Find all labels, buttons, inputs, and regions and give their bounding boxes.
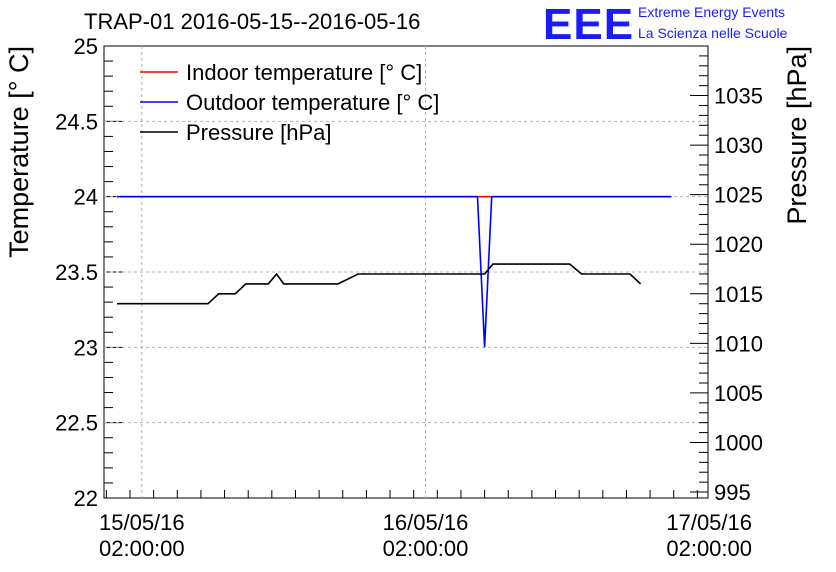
y-left-tick-label: 24.5 — [55, 109, 98, 134]
y-left-tick-label: 22.5 — [55, 411, 98, 436]
y-right-tick-label: 1015 — [714, 282, 763, 307]
y-right-tick-label: 1020 — [714, 232, 763, 257]
logo-line-1: Extreme Energy Events — [638, 4, 786, 20]
x-tick-label-date: 17/05/16 — [666, 510, 752, 535]
x-tick-label-time: 02:00:00 — [99, 536, 185, 561]
y-left-tick-label: 24 — [74, 185, 98, 210]
y-right-tick-label: 1025 — [714, 183, 763, 208]
legend-label-1: Outdoor temperature [° C] — [186, 90, 439, 115]
y-right-axis-label: Pressure [hPa] — [782, 46, 812, 225]
y-left-tick-label: 23 — [74, 335, 98, 360]
logo-line-2: La Scienza nelle Scuole — [638, 25, 788, 41]
y-left-axis-label: Temperature [° C] — [4, 46, 34, 258]
y-left-tick-label: 25 — [74, 34, 98, 59]
chart-title: TRAP-01 2016-05-15--2016-05-16 — [84, 9, 421, 34]
legend-label-2: Pressure [hPa] — [186, 120, 332, 145]
y-right-tick-label: 1010 — [714, 331, 763, 356]
y-right-tick-label: 1030 — [714, 133, 763, 158]
y-right-tick-label: 1005 — [714, 381, 763, 406]
y-right-tick-label: 1000 — [714, 430, 763, 455]
y-left-tick-label: 22 — [74, 486, 98, 511]
x-tick-label-time: 02:00:00 — [666, 536, 752, 561]
x-tick-label-date: 16/05/16 — [383, 510, 469, 535]
legend-label-0: Indoor temperature [° C] — [186, 60, 422, 85]
x-tick-label-time: 02:00:00 — [383, 536, 469, 561]
y-left-tick-label: 23.5 — [55, 260, 98, 285]
eee-logo-mark: EEE — [543, 0, 635, 49]
x-tick-label-date: 15/05/16 — [99, 510, 185, 535]
y-right-tick-label: 995 — [714, 480, 751, 505]
y-right-tick-label: 1035 — [714, 84, 763, 109]
